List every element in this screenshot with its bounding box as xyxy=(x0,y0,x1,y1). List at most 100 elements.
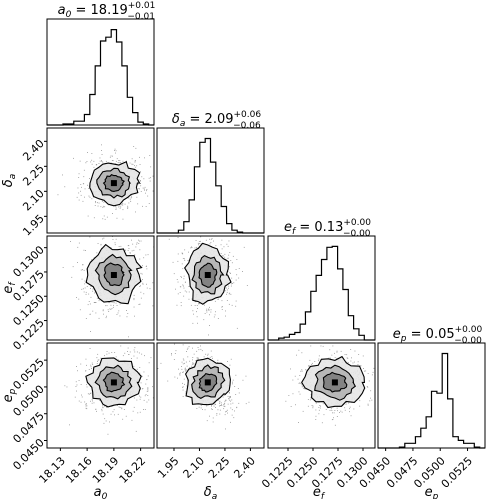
x-axis-label-2-symbol: e xyxy=(313,485,321,499)
sample-point xyxy=(184,290,186,292)
contour-2-1-2 xyxy=(198,262,218,288)
panel-title-3: ep = 0.05+0.00 −0.00 xyxy=(393,325,483,346)
sample-point xyxy=(225,399,226,401)
sample-point xyxy=(332,419,334,420)
sample-point xyxy=(226,409,228,411)
sample-point xyxy=(118,246,120,247)
sample-point xyxy=(186,348,188,350)
sample-point xyxy=(211,405,212,407)
sample-point xyxy=(225,287,227,289)
contour-3-0-0 xyxy=(85,357,142,408)
sample-point xyxy=(231,304,233,306)
sample-point xyxy=(143,257,145,259)
sample-point xyxy=(184,258,185,260)
sample-point xyxy=(91,163,93,165)
density-peak-2-0 xyxy=(110,272,117,278)
sample-point xyxy=(99,160,101,162)
density-peak-3-2 xyxy=(331,379,338,386)
sample-point xyxy=(88,301,90,302)
sample-point xyxy=(147,254,149,256)
sample-point xyxy=(77,187,79,189)
sample-point xyxy=(140,191,142,192)
sample-point xyxy=(135,147,137,149)
sample-point xyxy=(197,358,199,360)
x-axis-label-3: ep xyxy=(425,485,439,499)
sample-point xyxy=(332,345,334,347)
sample-point xyxy=(146,190,147,192)
sample-point xyxy=(150,166,152,168)
sample-point xyxy=(82,264,84,266)
sample-point xyxy=(133,146,135,147)
sample-point xyxy=(309,359,311,361)
sample-point xyxy=(78,173,80,175)
sample-point xyxy=(171,354,172,356)
sample-point xyxy=(119,205,121,207)
sample-point xyxy=(80,384,82,385)
sample-point xyxy=(206,405,208,407)
sample-point xyxy=(94,292,96,294)
sample-point xyxy=(210,242,212,243)
sample-point xyxy=(292,379,294,381)
sample-point xyxy=(86,408,88,410)
histogram-frame-1 xyxy=(156,127,265,234)
sample-point xyxy=(102,309,104,311)
contour-1-0-0 xyxy=(89,161,141,207)
sample-point xyxy=(135,166,137,168)
sample-point xyxy=(183,275,185,277)
sample-point xyxy=(131,163,133,165)
sample-point xyxy=(127,347,129,349)
panel-title-1-symbol: δ xyxy=(172,112,180,127)
sample-point xyxy=(142,279,143,280)
sample-point xyxy=(181,368,183,370)
sample-point xyxy=(224,414,226,416)
sample-point xyxy=(146,379,148,380)
sample-point xyxy=(232,255,234,257)
sample-point xyxy=(84,283,86,285)
x-tick-label-1-1: 2.10 xyxy=(181,454,208,481)
sample-point xyxy=(78,400,80,402)
sample-point xyxy=(187,356,189,358)
sample-point xyxy=(220,405,221,406)
panel-title-2-plus: +0.00 xyxy=(343,218,371,228)
contour-2-0-1 xyxy=(94,253,133,296)
sample-point xyxy=(320,405,321,407)
sample-point xyxy=(121,408,123,410)
sample-point xyxy=(235,279,237,281)
sample-point xyxy=(93,160,95,162)
sample-point xyxy=(91,399,93,401)
sample-point xyxy=(204,313,206,314)
sample-point xyxy=(133,406,135,408)
sample-point xyxy=(93,302,95,303)
sample-point xyxy=(82,183,84,185)
sample-point xyxy=(100,244,102,246)
sample-point xyxy=(111,301,113,303)
sample-point xyxy=(354,350,356,352)
sample-point xyxy=(366,386,368,387)
sample-point xyxy=(145,266,147,267)
sample-point xyxy=(228,303,230,305)
sample-point xyxy=(140,185,142,187)
sample-point xyxy=(70,241,71,242)
sample-point xyxy=(178,368,179,370)
sample-point xyxy=(196,357,198,359)
sample-point xyxy=(134,165,135,167)
sample-point xyxy=(133,249,135,251)
sample-point xyxy=(182,252,183,254)
sample-point xyxy=(207,354,209,356)
sample-point xyxy=(331,419,333,421)
sample-point xyxy=(231,409,233,411)
sample-point xyxy=(321,422,323,424)
sample-point xyxy=(230,285,232,287)
sample-point xyxy=(133,299,135,301)
sample-point xyxy=(201,350,203,352)
x-tick-label-0-0: 18.13 xyxy=(36,454,67,485)
sample-point xyxy=(332,412,333,414)
contour-2-0-2 xyxy=(103,262,125,287)
sample-point xyxy=(139,398,141,400)
sample-point xyxy=(139,411,141,413)
sample-point xyxy=(76,390,77,392)
sample-point xyxy=(150,177,151,179)
sample-point xyxy=(224,253,226,255)
sample-point xyxy=(136,399,138,401)
density-fill-layer xyxy=(85,161,365,408)
